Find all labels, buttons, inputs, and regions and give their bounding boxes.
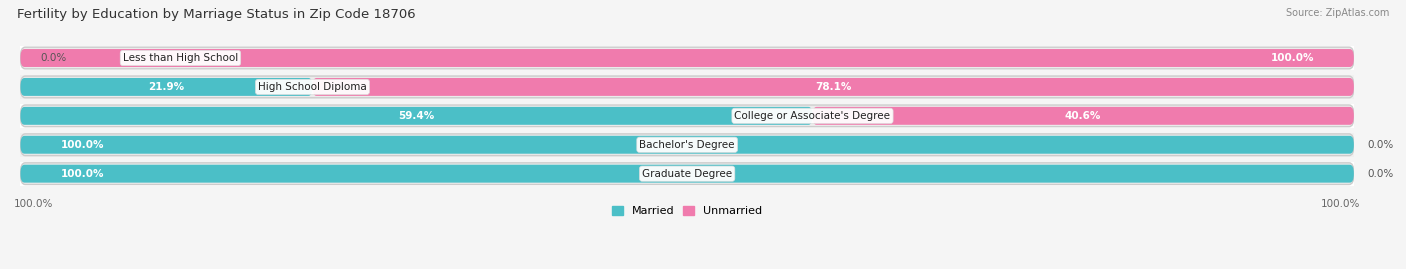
Text: College or Associate's Degree: College or Associate's Degree — [734, 111, 890, 121]
Text: 100.0%: 100.0% — [1322, 199, 1361, 209]
FancyBboxPatch shape — [312, 78, 1354, 96]
Text: Fertility by Education by Marriage Status in Zip Code 18706: Fertility by Education by Marriage Statu… — [17, 8, 416, 21]
FancyBboxPatch shape — [21, 165, 1354, 183]
Text: Graduate Degree: Graduate Degree — [643, 169, 733, 179]
Bar — [0, 46, 1381, 70]
Text: 100.0%: 100.0% — [60, 169, 104, 179]
FancyBboxPatch shape — [813, 107, 1354, 125]
Text: 59.4%: 59.4% — [398, 111, 434, 121]
Text: High School Diploma: High School Diploma — [259, 82, 367, 92]
Bar — [0, 75, 1381, 99]
Text: Bachelor's Degree: Bachelor's Degree — [640, 140, 735, 150]
Bar — [0, 162, 1381, 186]
Text: 0.0%: 0.0% — [41, 53, 66, 63]
Text: Source: ZipAtlas.com: Source: ZipAtlas.com — [1285, 8, 1389, 18]
Text: 0.0%: 0.0% — [1367, 169, 1393, 179]
Text: 21.9%: 21.9% — [149, 82, 184, 92]
Text: 0.0%: 0.0% — [1367, 140, 1393, 150]
FancyBboxPatch shape — [21, 163, 1354, 185]
FancyBboxPatch shape — [21, 134, 1354, 155]
Legend: Married, Unmarried: Married, Unmarried — [607, 201, 766, 221]
FancyBboxPatch shape — [21, 47, 1354, 69]
FancyBboxPatch shape — [21, 105, 1354, 127]
Text: 100.0%: 100.0% — [60, 140, 104, 150]
Text: 78.1%: 78.1% — [815, 82, 852, 92]
Bar — [0, 104, 1381, 128]
FancyBboxPatch shape — [21, 49, 1354, 67]
Text: 100.0%: 100.0% — [1271, 53, 1313, 63]
FancyBboxPatch shape — [21, 107, 813, 125]
Text: 40.6%: 40.6% — [1064, 111, 1101, 121]
FancyBboxPatch shape — [21, 76, 1354, 98]
Text: Less than High School: Less than High School — [122, 53, 238, 63]
FancyBboxPatch shape — [21, 78, 312, 96]
FancyBboxPatch shape — [21, 136, 1354, 154]
Bar — [0, 133, 1381, 157]
Text: 100.0%: 100.0% — [14, 199, 53, 209]
